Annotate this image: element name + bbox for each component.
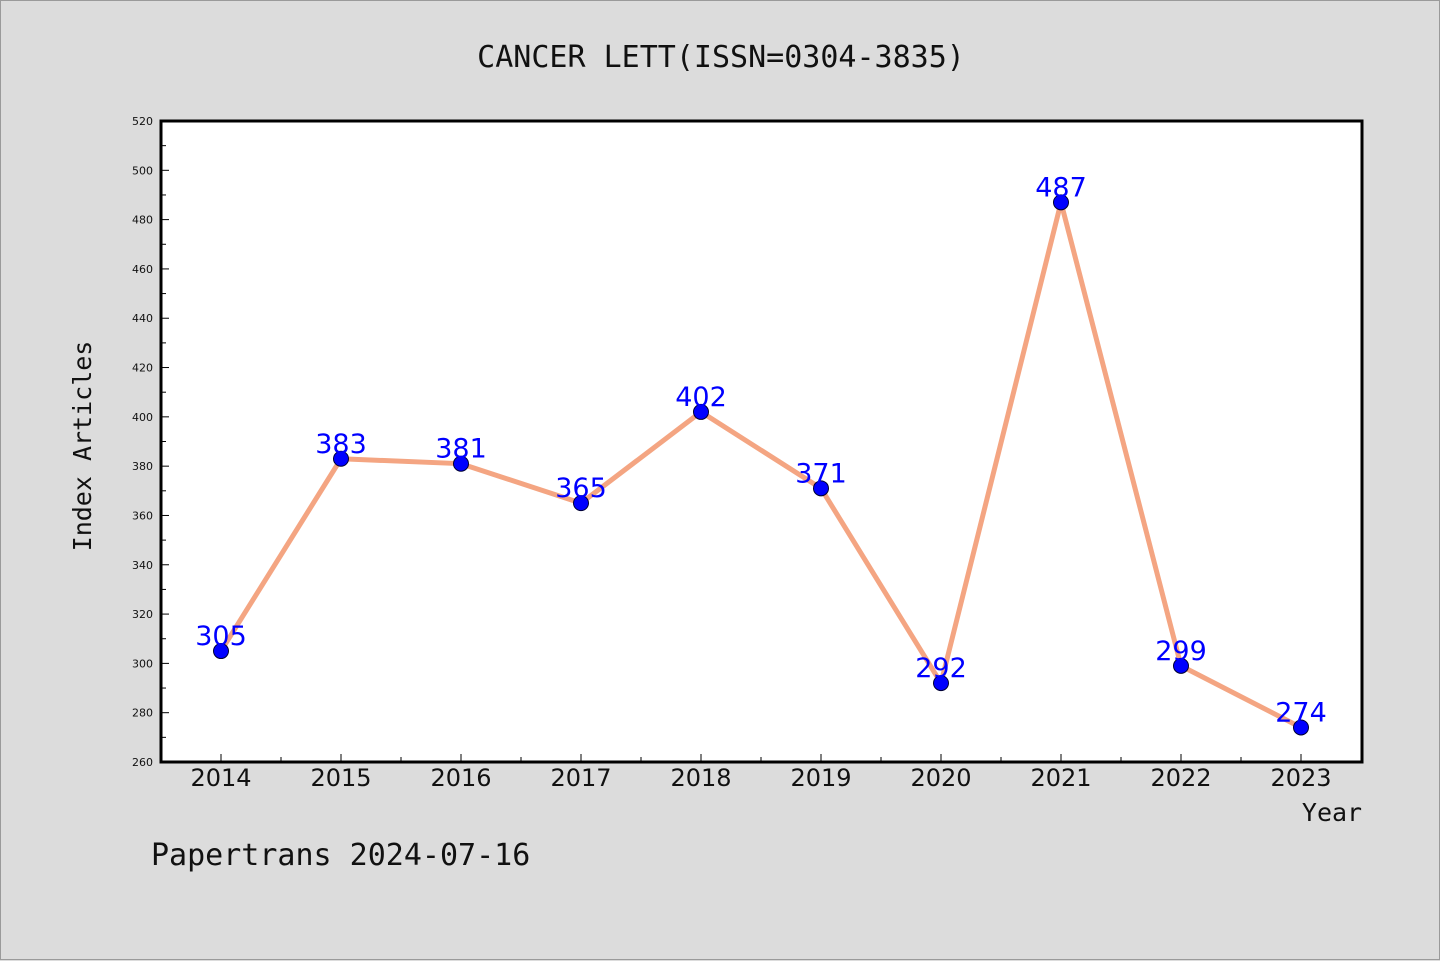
x-tick-label: 2022 xyxy=(1150,764,1211,792)
y-tick-label: 420 xyxy=(132,362,153,375)
y-tick-label: 460 xyxy=(132,263,153,276)
plot-area xyxy=(161,121,1362,762)
y-tick-label: 520 xyxy=(132,115,153,128)
data-label: 487 xyxy=(1035,172,1087,203)
y-tick-label: 440 xyxy=(132,312,153,325)
data-label: 274 xyxy=(1275,697,1327,728)
series-line xyxy=(218,199,1303,730)
data-point xyxy=(1053,194,1069,211)
x-tick-label: 2020 xyxy=(910,764,971,792)
y-tick-label: 400 xyxy=(132,411,153,424)
data-label: 371 xyxy=(795,458,847,489)
y-tick-label: 340 xyxy=(132,559,153,572)
data-point xyxy=(213,643,229,660)
y-tick-label: 320 xyxy=(132,608,153,621)
data-label: 305 xyxy=(195,621,247,652)
data-label: 383 xyxy=(315,429,367,460)
x-tick-label: 2014 xyxy=(190,764,251,792)
chart-title: CANCER LETT(ISSN=0304-3835) xyxy=(477,40,965,75)
x-tick-label: 2016 xyxy=(430,764,491,792)
footer-credit: Papertrans 2024-07-16 xyxy=(151,838,530,873)
y-tick-label: 500 xyxy=(132,164,153,177)
data-label: 381 xyxy=(435,434,487,465)
x-axis-label: Year xyxy=(1302,798,1362,827)
data-point xyxy=(573,495,589,512)
series-layer xyxy=(213,194,1309,736)
data-label: 402 xyxy=(675,382,727,413)
data-labels-layer: 305 383 381 365 402 371 292 487 299 274 xyxy=(195,172,1327,728)
x-tick-label: 2021 xyxy=(1030,764,1091,792)
y-tick-label: 380 xyxy=(132,460,153,473)
data-point xyxy=(933,675,949,692)
y-tick-label: 260 xyxy=(132,756,153,769)
y-tick-label: 360 xyxy=(132,509,153,522)
data-label: 299 xyxy=(1155,636,1207,667)
y-tick-label: 280 xyxy=(132,707,153,720)
data-point xyxy=(453,455,469,472)
data-point xyxy=(1173,657,1189,674)
x-tick-label: 2023 xyxy=(1270,764,1331,792)
x-tick-label: 2015 xyxy=(310,764,371,792)
x-tick-label: 2017 xyxy=(550,764,611,792)
y-tick-label: 300 xyxy=(132,657,153,670)
x-tick-label: 2019 xyxy=(790,764,851,792)
data-point xyxy=(693,403,709,420)
x-axis: 2014 2015 2016 2017 2018 2019 2020 2021 2022 2023 xyxy=(190,754,1332,792)
data-label: 365 xyxy=(555,473,607,504)
y-axis: 260 280 300 320 340 360 380 400 420 440 460 480 500 5… xyxy=(132,115,169,769)
y-axis-label: Index Articles xyxy=(68,341,97,552)
y-tick-label: 480 xyxy=(132,214,153,227)
plot-border xyxy=(159,119,1364,764)
data-point xyxy=(813,480,829,497)
data-point xyxy=(1293,719,1309,736)
x-tick-label: 2018 xyxy=(670,764,731,792)
data-point xyxy=(333,450,349,467)
data-label: 292 xyxy=(915,653,967,684)
